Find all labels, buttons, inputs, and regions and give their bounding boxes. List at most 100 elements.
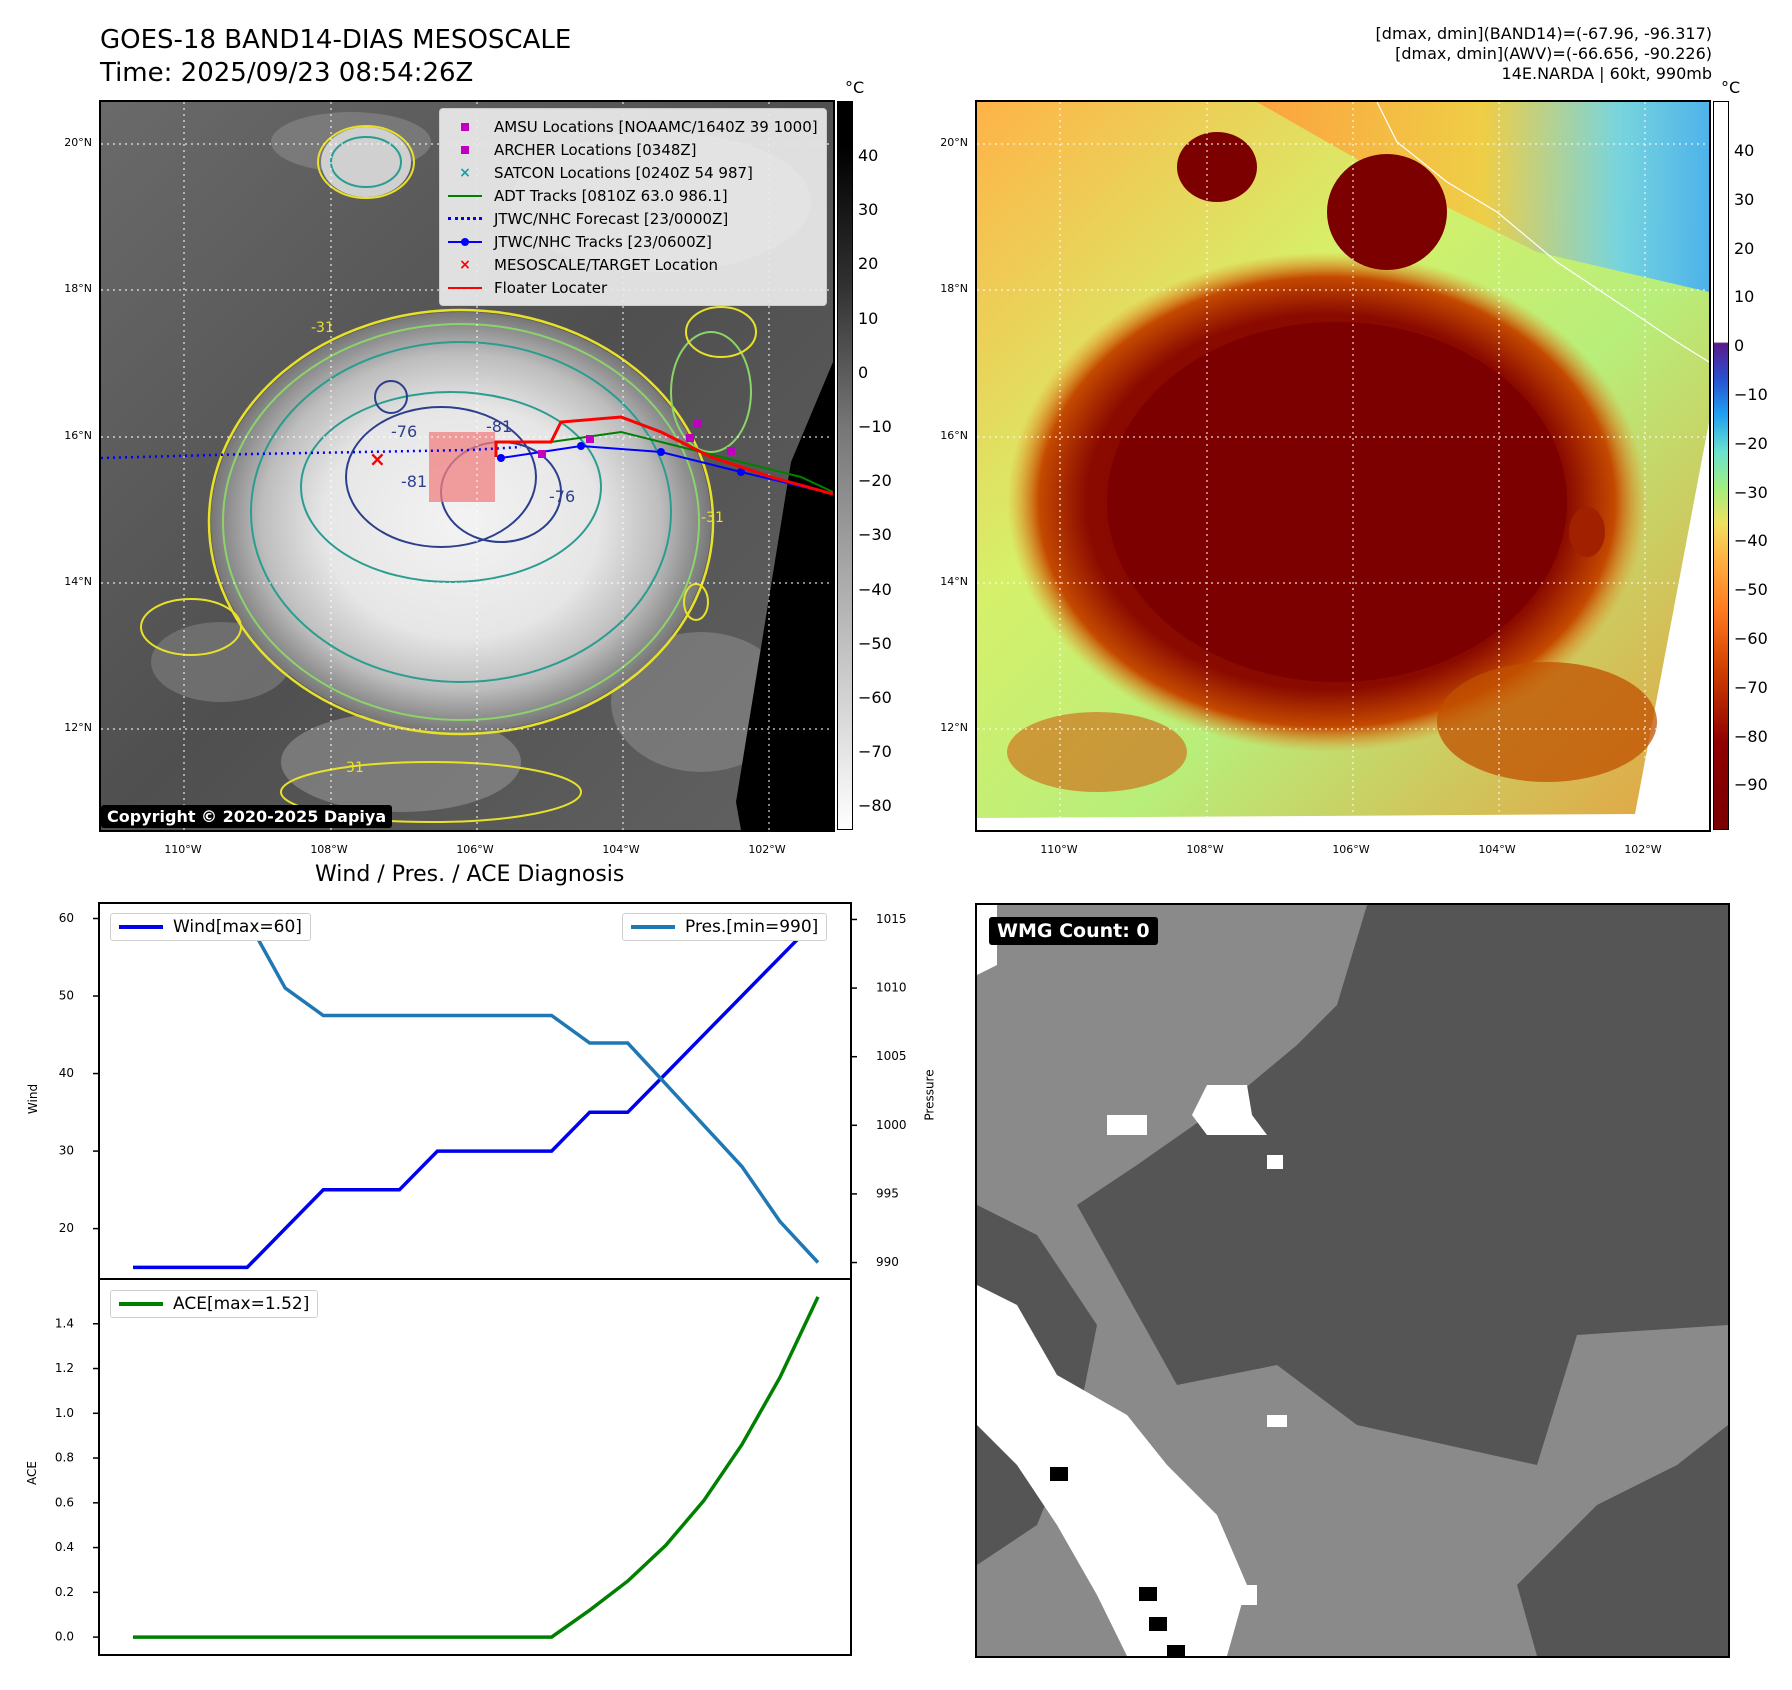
colorbar-tick-label: −10 xyxy=(1734,385,1768,404)
lat-label: 18°N xyxy=(64,282,92,295)
line-icon xyxy=(631,925,675,929)
wind-tick-label: 60 xyxy=(59,911,74,925)
wind-tick-label: 40 xyxy=(59,1066,74,1080)
x-marker-icon: × xyxy=(459,256,471,273)
colorbar-tick-label: 20 xyxy=(1734,238,1755,258)
lon-label: 102°W xyxy=(748,843,786,856)
line-icon xyxy=(448,189,482,203)
legend-item-tracks: JTWC/NHC Tracks [23/0600Z] xyxy=(448,230,818,253)
wind-axis: 60 50 40 30 20 xyxy=(59,911,99,1235)
legend-item-amsu: AMSU Locations [NOAAMC/1640Z 39 1000] xyxy=(448,115,818,138)
contour-label: -81 xyxy=(486,417,512,436)
ace-tick-label: 1.4 xyxy=(55,1316,74,1330)
ace-tick-label: 0.2 xyxy=(55,1585,74,1599)
lat-label: 12°N xyxy=(940,721,968,734)
colorbar-tick-label: −40 xyxy=(858,579,892,599)
colorbar-tick-label: −80 xyxy=(1734,726,1768,746)
legend-item-forecast: JTWC/NHC Forecast [23/0000Z] xyxy=(448,207,818,230)
colorbar-tick-label: 10 xyxy=(1734,287,1755,307)
legend-item-floater: Floater Locater xyxy=(448,276,818,299)
colorbar-tick-label: −70 xyxy=(858,742,892,762)
contour-label: -31 xyxy=(341,760,364,776)
pressure-axis: 1015 1010 1005 1000 995 990 xyxy=(851,912,907,1269)
stats-block: [dmax, dmin](BAND14)=(-67.96, -96.317) [… xyxy=(1376,24,1712,84)
wind-tick-label: 20 xyxy=(59,1221,74,1235)
dotted-line-icon xyxy=(448,212,482,226)
svg-text:×: × xyxy=(369,447,386,471)
colorbar-tick-label: −60 xyxy=(1734,629,1768,648)
colorbar-tick-label: 40 xyxy=(1734,141,1755,160)
colorbar-tick-label: 40 xyxy=(858,146,879,165)
pressure-legend: Pres.[min=990] xyxy=(622,913,828,941)
colorbar-tick-label: 10 xyxy=(858,308,879,328)
ace-tick-label: 1.2 xyxy=(55,1361,74,1375)
lon-label: 104°W xyxy=(1478,843,1516,856)
lat-label: 14°N xyxy=(64,575,92,588)
lat-label: 14°N xyxy=(940,575,968,588)
colorbar-tick-label: 30 xyxy=(858,200,879,220)
figure-title: GOES-18 BAND14-DIAS MESOSCALE Time: 2025/… xyxy=(100,24,571,90)
line-dot-icon xyxy=(448,235,482,249)
pressure-axis-label: Pressure xyxy=(922,1069,937,1121)
colorbar-tick-label: −40 xyxy=(1734,531,1768,551)
colorbar-tick-label: −90 xyxy=(1734,775,1768,795)
ir-map-panel: × -81 -76 -76 -81 -31 -31 -31 AMSU Locat… xyxy=(99,100,835,832)
wind-series-line xyxy=(133,917,820,1270)
colorbar-tick-label: −50 xyxy=(858,633,892,653)
ace-tick-label: 0.4 xyxy=(55,1540,74,1554)
pressure-tick-label: 1015 xyxy=(876,912,907,926)
lat-label: 20°N xyxy=(940,136,968,149)
lat-label: 18°N xyxy=(940,282,968,295)
ace-axis-label: ACE xyxy=(24,1461,39,1485)
wmg-image xyxy=(977,905,1728,1656)
lat-label: 12°N xyxy=(64,721,92,734)
pressure-tick-label: 1000 xyxy=(876,1118,907,1132)
colorbar-tick-label: 0 xyxy=(858,362,869,382)
title-line-2: Time: 2025/09/23 08:54:26Z xyxy=(100,58,474,88)
colorbar-tick-label: −10 xyxy=(858,417,892,436)
ace-tick-label: 0.6 xyxy=(55,1495,74,1509)
square-marker-icon xyxy=(448,143,482,157)
lon-label: 104°W xyxy=(602,843,640,856)
colorbar-tick-label: −20 xyxy=(858,471,892,491)
wmg-panel: WMG Count: 0 xyxy=(975,903,1730,1658)
ace-legend: ACE[max=1.52] xyxy=(110,1290,319,1318)
stats-band14: [dmax, dmin](BAND14)=(-67.96, -96.317) xyxy=(1375,24,1712,43)
ir-colorbar xyxy=(837,101,853,830)
awv-colorbar xyxy=(1713,101,1729,830)
colorbar-tick-label: −30 xyxy=(858,525,892,545)
line-icon xyxy=(448,281,482,295)
ir-map-legend: AMSU Locations [NOAAMC/1640Z 39 1000] AR… xyxy=(439,108,827,306)
title-line-1: GOES-18 BAND14-DIAS MESOSCALE xyxy=(100,25,572,55)
lon-label: 106°W xyxy=(1332,843,1370,856)
lon-label: 108°W xyxy=(310,843,348,856)
lon-label: 108°W xyxy=(1186,843,1224,856)
diagnosis-title: Wind / Pres. / ACE Diagnosis xyxy=(315,862,625,887)
x-marker-icon: × xyxy=(459,164,471,181)
storm-info: 14E.NARDA | 60kt, 990mb xyxy=(1501,64,1712,83)
line-icon xyxy=(119,925,163,929)
colorbar-tick-label: −20 xyxy=(1734,433,1768,453)
contour-label: -81 xyxy=(401,472,427,491)
contour-label: -31 xyxy=(701,510,724,526)
legend-item-archer: ARCHER Locations [0348Z] xyxy=(448,138,818,161)
legend-item-target: × MESOSCALE/TARGET Location xyxy=(448,253,818,276)
lat-label: 16°N xyxy=(940,429,968,442)
awv-map-panel xyxy=(975,100,1711,832)
ir-colorbar-unit: °C xyxy=(845,78,865,97)
legend-item-satcon: × SATCON Locations [0240Z 54 987] xyxy=(448,161,818,184)
line-icon xyxy=(119,1302,163,1306)
lon-label: 102°W xyxy=(1624,843,1662,856)
ace-tick-label: 0.0 xyxy=(55,1630,74,1644)
awv-map-image xyxy=(977,102,1709,830)
pressure-tick-label: 1010 xyxy=(876,981,907,995)
legend-item-adt: ADT Tracks [0810Z 63.0 986.1] xyxy=(448,184,818,207)
colorbar-tick-label: −30 xyxy=(1734,482,1768,502)
wind-tick-label: 50 xyxy=(59,989,74,1003)
pressure-tick-label: 990 xyxy=(876,1255,899,1269)
pressure-tick-label: 1005 xyxy=(876,1049,907,1063)
lon-label: 106°W xyxy=(456,843,494,856)
diagnosis-chart: 60 50 40 30 20 1015 1010 1005 1000 995 990 1.4 1.2… xyxy=(55,902,907,1656)
wind-axis-label: Wind xyxy=(26,1083,41,1115)
colorbar-tick-label: 30 xyxy=(1734,189,1755,209)
